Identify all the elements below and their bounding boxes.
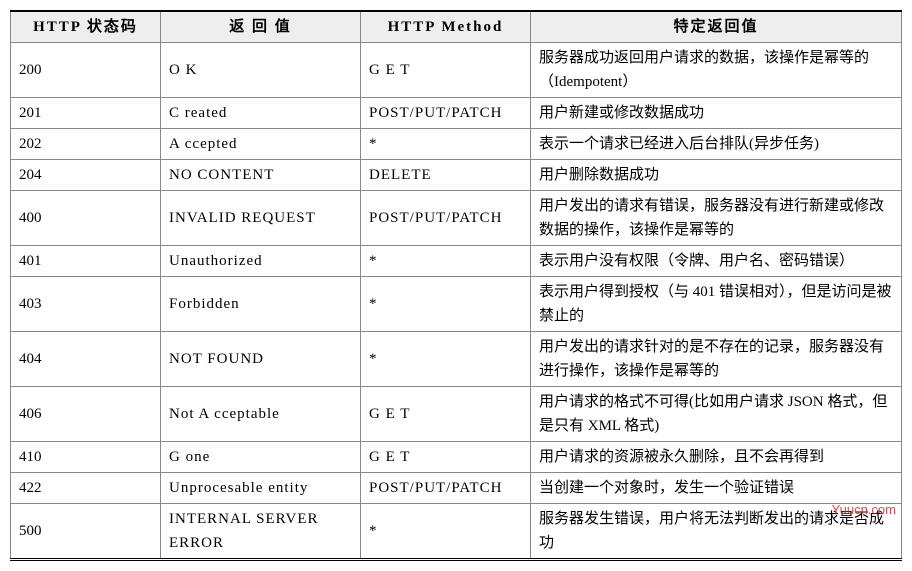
cell-method: * [361,246,531,277]
cell-desc: 服务器发生错误，用户将无法判断发出的请求是否成功 [531,504,902,560]
cell-desc: 用户请求的资源被永久删除，且不会再得到 [531,442,902,473]
cell-method: POST/PUT/PATCH [361,191,531,246]
cell-code: 403 [11,277,161,332]
cell-code: 406 [11,387,161,442]
cell-value: O K [161,43,361,98]
cell-code: 400 [11,191,161,246]
cell-value: A ccepted [161,129,361,160]
cell-method: DELETE [361,160,531,191]
cell-code: 401 [11,246,161,277]
col-header-code: HTTP 状态码 [11,11,161,43]
cell-method: G E T [361,387,531,442]
col-header-desc: 特定返回值 [531,11,902,43]
cell-code: 500 [11,504,161,560]
cell-code: 202 [11,129,161,160]
cell-desc: 表示一个请求已经进入后台排队(异步任务) [531,129,902,160]
table-row: 422Unprocesable entityPOST/PUT/PATCH当创建一… [11,473,902,504]
table-row: 406Not A cceptableG E T用户请求的格式不可得(比如用户请求… [11,387,902,442]
cell-method: * [361,332,531,387]
table-row: 400INVALID REQUESTPOST/PUT/PATCH用户发出的请求有… [11,191,902,246]
cell-code: 201 [11,98,161,129]
table-row: 200O KG E T服务器成功返回用户请求的数据，该操作是幂等的（Idempo… [11,43,902,98]
http-status-table: HTTP 状态码 返 回 值 HTTP Method 特定返回值 200O KG… [10,10,902,561]
cell-value: INVALID REQUEST [161,191,361,246]
cell-desc: 用户新建或修改数据成功 [531,98,902,129]
cell-desc: 表示用户得到授权（与 401 错误相对），但是访问是被禁止的 [531,277,902,332]
cell-value: G one [161,442,361,473]
cell-code: 200 [11,43,161,98]
cell-method: G E T [361,442,531,473]
table-row: 401Unauthorized*表示用户没有权限（令牌、用户名、密码错误） [11,246,902,277]
cell-method: POST/PUT/PATCH [361,473,531,504]
cell-value: C reated [161,98,361,129]
cell-value: Unprocesable entity [161,473,361,504]
col-header-value: 返 回 值 [161,11,361,43]
cell-desc: 服务器成功返回用户请求的数据，该操作是幂等的（Idempotent） [531,43,902,98]
cell-method: * [361,129,531,160]
cell-code: 204 [11,160,161,191]
cell-method: POST/PUT/PATCH [361,98,531,129]
cell-method: * [361,277,531,332]
cell-value: Not A cceptable [161,387,361,442]
cell-method: G E T [361,43,531,98]
cell-desc: 用户发出的请求有错误，服务器没有进行新建或修改数据的操作，该操作是幂等的 [531,191,902,246]
table-body: 200O KG E T服务器成功返回用户请求的数据，该操作是幂等的（Idempo… [11,43,902,560]
cell-desc: 表示用户没有权限（令牌、用户名、密码错误） [531,246,902,277]
table-row: 500INTERNAL SERVER ERROR*服务器发生错误，用户将无法判断… [11,504,902,560]
cell-value: Unauthorized [161,246,361,277]
cell-value: NOT FOUND [161,332,361,387]
table-row: 201C reatedPOST/PUT/PATCH用户新建或修改数据成功 [11,98,902,129]
table-header: HTTP 状态码 返 回 值 HTTP Method 特定返回值 [11,11,902,43]
cell-value: Forbidden [161,277,361,332]
cell-value: INTERNAL SERVER ERROR [161,504,361,560]
cell-code: 422 [11,473,161,504]
table-row: 204NO CONTENTDELETE用户删除数据成功 [11,160,902,191]
cell-desc: 用户删除数据成功 [531,160,902,191]
cell-code: 404 [11,332,161,387]
table-row: 404NOT FOUND*用户发出的请求针对的是不存在的记录，服务器没有进行操作… [11,332,902,387]
cell-code: 410 [11,442,161,473]
cell-desc: 用户请求的格式不可得(比如用户请求 JSON 格式，但是只有 XML 格式) [531,387,902,442]
cell-method: * [361,504,531,560]
table-row: 410G oneG E T用户请求的资源被永久删除，且不会再得到 [11,442,902,473]
cell-desc: 用户发出的请求针对的是不存在的记录，服务器没有进行操作，该操作是幂等的 [531,332,902,387]
table-row: 403Forbidden*表示用户得到授权（与 401 错误相对），但是访问是被… [11,277,902,332]
cell-value: NO CONTENT [161,160,361,191]
col-header-method: HTTP Method [361,11,531,43]
table-row: 202A ccepted*表示一个请求已经进入后台排队(异步任务) [11,129,902,160]
cell-desc: 当创建一个对象时，发生一个验证错误 [531,473,902,504]
